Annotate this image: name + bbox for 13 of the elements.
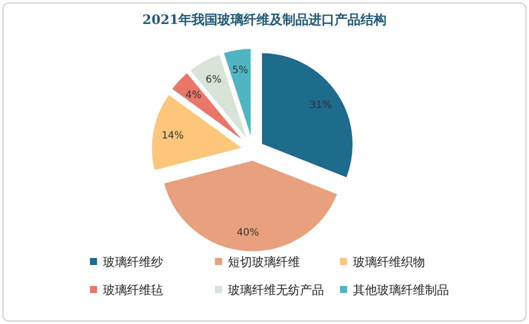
legend-label: 玻璃纤维织物 (353, 255, 425, 269)
data-label: 5% (232, 65, 248, 76)
data-label: 14% (162, 130, 184, 142)
data-label: 6% (206, 74, 222, 86)
legend-label: 玻璃纤维纱 (103, 255, 163, 269)
legend-label: 短切玻璃纤维 (228, 255, 300, 269)
legend-label: 玻璃纤维无纺产品 (228, 283, 324, 297)
chart-title: 2021年我国玻璃纤维及制品进口产品结构 (142, 12, 387, 28)
legend-label: 玻璃纤维毡 (103, 283, 163, 297)
data-label: 4% (185, 90, 202, 102)
data-label: 40% (236, 228, 259, 239)
legend-label: 其他玻璃纤维制品 (353, 283, 449, 297)
data-label: 31% (310, 100, 332, 112)
